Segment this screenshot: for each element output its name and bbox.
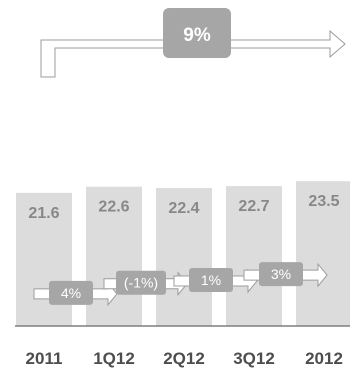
x-tick-label: 3Q12 [233,349,275,368]
change-label: (-1%) [124,275,158,291]
change-badge [116,270,166,295]
bar [156,187,212,326]
change-label: 4% [61,285,81,301]
change-badge [259,262,303,287]
bar [296,181,350,326]
x-tick-label: 2011 [26,349,63,368]
x-tick-label: 2Q12 [163,349,205,368]
x-tick-label: 2012 [305,349,343,368]
x-tick-label: 1Q12 [93,349,135,368]
bar-value-label: 22.7 [238,198,269,215]
change-label: 1% [201,272,221,288]
summary-badge [163,8,231,58]
bar-value-label: 23.5 [308,193,339,210]
bar-value-label: 22.6 [98,199,129,216]
bar [86,186,142,326]
change-label: 3% [271,266,291,282]
summary-change-label: 9% [183,25,211,46]
change-indicators-layer: 4% (-1%) 1% 3% [33,262,328,307]
x-tick-labels-layer: 2011 1Q12 2Q12 3Q12 2012 [26,349,343,368]
bar [226,186,282,326]
bars-layer: 21.6 22.6 22.4 22.7 23.5 [16,181,350,326]
change-badge [49,280,93,305]
bar-value-label: 21.6 [28,205,59,222]
change-badge [189,267,233,292]
bar-value-label: 22.4 [168,200,199,217]
